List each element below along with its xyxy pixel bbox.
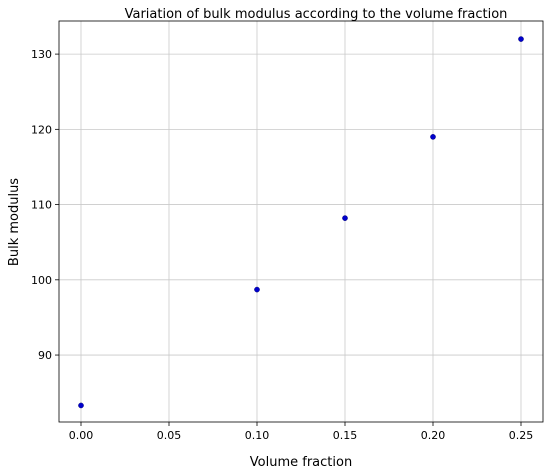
grid-lines	[59, 21, 543, 422]
data-point	[518, 36, 524, 42]
x-tick-label: 0.00	[69, 429, 94, 442]
y-tick-label: 130	[31, 48, 52, 61]
x-tick-label: 0.20	[421, 429, 446, 442]
data-point	[254, 286, 260, 293]
data-point	[430, 134, 436, 140]
data-point	[78, 402, 84, 409]
y-tick-label: 110	[31, 199, 52, 212]
x-tick-label: 0.10	[245, 429, 270, 442]
y-tick-label: 90	[38, 349, 52, 362]
x-axis-label: Volume fraction	[250, 455, 352, 470]
y-axis-label: Bulk modulus	[7, 178, 22, 266]
data-points	[78, 36, 524, 409]
y-tick-label: 120	[31, 123, 52, 136]
x-tick-label: 0.25	[509, 429, 534, 442]
chart-title: Variation of bulk modulus according to t…	[125, 7, 508, 22]
plot-area-frame	[58, 20, 544, 423]
data-point	[342, 215, 348, 221]
axis-ticks: 0.00 0.05 0.10 0.15 0.20 0.25 90 100 110 120 130	[31, 48, 533, 442]
x-tick-label: 0.05	[157, 429, 182, 442]
x-tick-label: 0.15	[333, 429, 358, 442]
y-tick-label: 100	[31, 274, 52, 287]
